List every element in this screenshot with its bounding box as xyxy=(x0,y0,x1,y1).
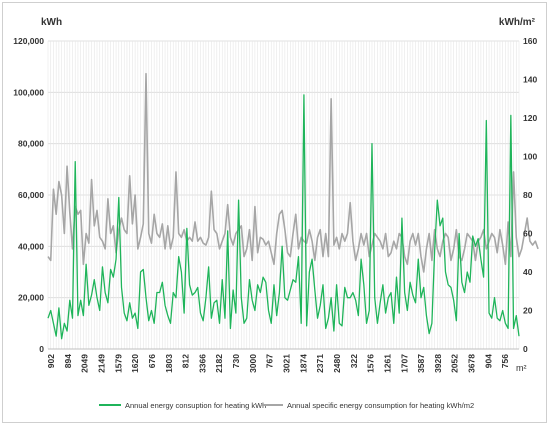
x-tick-label: 1707 xyxy=(399,354,409,373)
left-axis-unit: kWh xyxy=(41,17,62,28)
x-tick-label: 767 xyxy=(265,354,275,368)
y-left-tick-label: 40,000 xyxy=(18,241,44,251)
y-left-tick-label: 120,000 xyxy=(13,36,44,46)
x-tick-label: 904 xyxy=(483,354,493,368)
x-tick-label: 1579 xyxy=(113,354,123,373)
legend-label-specific-kwh-m2: Annual specific energy consumption for h… xyxy=(287,401,474,410)
x-tick-label: 676 xyxy=(147,354,157,368)
x-tick-label: 2371 xyxy=(315,354,325,373)
y-left-tick-label: 100,000 xyxy=(13,87,44,97)
x-tick-label: 3021 xyxy=(282,354,292,373)
x-tick-label: 1576 xyxy=(366,354,376,373)
x-tick-label: 1874 xyxy=(298,354,308,373)
x-tick-label: 3928 xyxy=(433,354,443,373)
x-tick-label: 3678 xyxy=(467,354,477,373)
x-tick-label: 1261 xyxy=(382,354,392,373)
y-right-tick-label: 140 xyxy=(523,75,537,85)
y-left-tick-label: 60,000 xyxy=(18,190,44,200)
x-tick-label: 894 xyxy=(63,354,73,368)
series-line-specific-kwh-m2 xyxy=(47,72,539,273)
x-tick-label: 1803 xyxy=(164,354,174,373)
y-right-tick-label: 160 xyxy=(523,36,537,46)
x-tick-label: 3587 xyxy=(416,354,426,373)
y-left-tick-label: 20,000 xyxy=(18,293,44,303)
y-left-tick-label: 80,000 xyxy=(18,139,44,149)
y-right-tick-label: 60 xyxy=(523,229,533,239)
series-line-heating-kwh xyxy=(47,94,520,340)
x-axis-unit: m² xyxy=(516,363,527,373)
chart: 0 20,000 40,000 60,000 80,000 100,000 120,000 0… xyxy=(13,17,539,410)
legend-label-heating-kwh: Annual energy consuption for heating kWh xyxy=(125,401,266,410)
gridlines xyxy=(47,40,520,350)
y-right-tick-label: 40 xyxy=(523,267,533,277)
axes: 0 20,000 40,000 60,000 80,000 100,000 120,000 0… xyxy=(13,36,537,373)
y-left-tick-label: 0 xyxy=(39,344,44,354)
x-tick-label: 2049 xyxy=(80,354,90,373)
series-lines xyxy=(47,72,539,340)
x-tick-label: 2052 xyxy=(450,354,460,373)
y-right-tick-label: 20 xyxy=(523,306,533,316)
y-right-tick-label: 120 xyxy=(523,113,537,123)
y-right-tick-label: 100 xyxy=(523,152,537,162)
right-axis-unit: kWh/m² xyxy=(499,17,536,28)
x-tick-label: 902 xyxy=(46,354,56,368)
x-tick-label: 2480 xyxy=(332,354,342,373)
legend: Annual energy consuption for heating kWh… xyxy=(99,401,474,410)
x-tick-label: 3000 xyxy=(248,354,258,373)
y-right-tick-label: 80 xyxy=(523,190,533,200)
x-tick-label: 2182 xyxy=(214,354,224,373)
x-tick-label: 730 xyxy=(231,354,241,368)
x-tick-label: 1620 xyxy=(130,354,140,373)
x-tick-label: 322 xyxy=(349,354,359,368)
y-right-tick-label: 0 xyxy=(523,344,528,354)
x-tick-label: 2149 xyxy=(96,354,106,373)
x-tick-label: 812 xyxy=(181,354,191,368)
x-tick-label: 756 xyxy=(500,354,510,368)
chart-frame: 0 20,000 40,000 60,000 80,000 100,000 120,000 0… xyxy=(2,2,547,423)
x-tick-label: 3366 xyxy=(197,354,207,373)
